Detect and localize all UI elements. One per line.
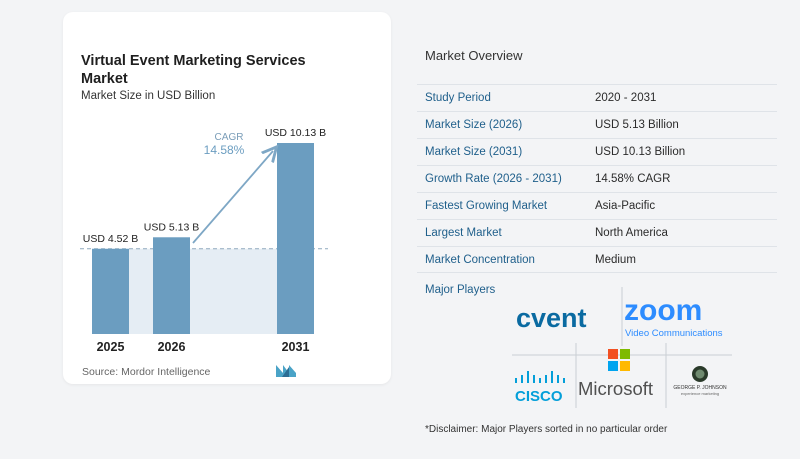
disclaimer: *Disclaimer: Major Players sorted in no …: [425, 424, 668, 435]
bar-2026: [153, 237, 190, 334]
george-p-johnson-logo: GEORGE P. JOHNSON: [673, 385, 727, 391]
cvent-logo: cvent: [516, 303, 587, 333]
source-note: Source: Mordor Intelligence: [82, 366, 211, 378]
players-title: Major Players: [425, 284, 496, 296]
george-p-johnson-subtitle: experience marketing: [681, 391, 719, 396]
x-tick-label: 2026: [158, 340, 186, 354]
overview-key: Largest Market: [425, 227, 502, 239]
data-label: USD 10.13 B: [265, 127, 326, 139]
overview-value: North America: [595, 227, 668, 239]
overview-title: Market Overview: [425, 48, 523, 63]
overview-row: Market Size (2031) USD 10.13 Billion: [417, 138, 777, 165]
overview-bottom-rule: [417, 272, 777, 273]
x-tick-label: 2031: [282, 340, 310, 354]
overview-value: Asia-Pacific: [595, 200, 656, 212]
overview-value: 2020 - 2031: [595, 92, 657, 104]
cagr-label: CAGR: [215, 132, 244, 143]
bar-2025: [92, 248, 129, 334]
overview-key: Market Concentration: [425, 254, 535, 266]
zoom-logo: zoom: [624, 294, 702, 327]
cisco-bridge-icon: [515, 371, 565, 383]
overview-key: Market Size (2026): [425, 119, 523, 131]
overview-row: Market Size (2026) USD 5.13 Billion: [417, 111, 777, 138]
overview-value: USD 5.13 Billion: [595, 119, 679, 131]
chart-title: Virtual Event Marketing Services Market: [81, 53, 306, 87]
data-label: USD 4.52 B: [83, 233, 138, 245]
data-label: USD 5.13 B: [144, 221, 199, 233]
overview-row: Market Concentration Medium: [417, 246, 777, 273]
overview-row: Growth Rate (2026 - 2031) 14.58% CAGR: [417, 165, 777, 192]
overview-key: Fastest Growing Market: [425, 200, 548, 212]
overview-value: Medium: [595, 254, 636, 266]
x-tick-label: 2025: [97, 340, 125, 354]
overview-value: 14.58% CAGR: [595, 173, 671, 185]
microsoft-flag-icon: [608, 349, 630, 371]
bar-chart: USD 4.52 B 2025 USD 5.13 B 2026 USD 10.13 B 2…: [80, 127, 328, 354]
overview-key: Market Size (2031): [425, 146, 523, 158]
microsoft-logo: Microsoft: [578, 378, 653, 399]
overview-key: Growth Rate (2026 - 2031): [425, 173, 562, 185]
overview-row: Largest Market North America: [417, 219, 777, 246]
overview-row: Fastest Growing Market Asia-Pacific: [417, 192, 777, 219]
zoom-subtitle: Video Communications: [625, 328, 723, 339]
overview-value: USD 10.13 Billion: [595, 146, 686, 158]
cagr-arrow: [192, 151, 273, 244]
bar-2031: [277, 143, 314, 334]
overview-key: Study Period: [425, 92, 491, 104]
mordor-logo-icon: [276, 365, 296, 377]
cisco-logo: CISCO: [515, 388, 563, 405]
overview-row: Study Period 2020 - 2031: [417, 84, 777, 111]
cagr-value: 14.58%: [204, 143, 245, 157]
chart-subtitle: Market Size in USD Billion: [81, 90, 216, 102]
